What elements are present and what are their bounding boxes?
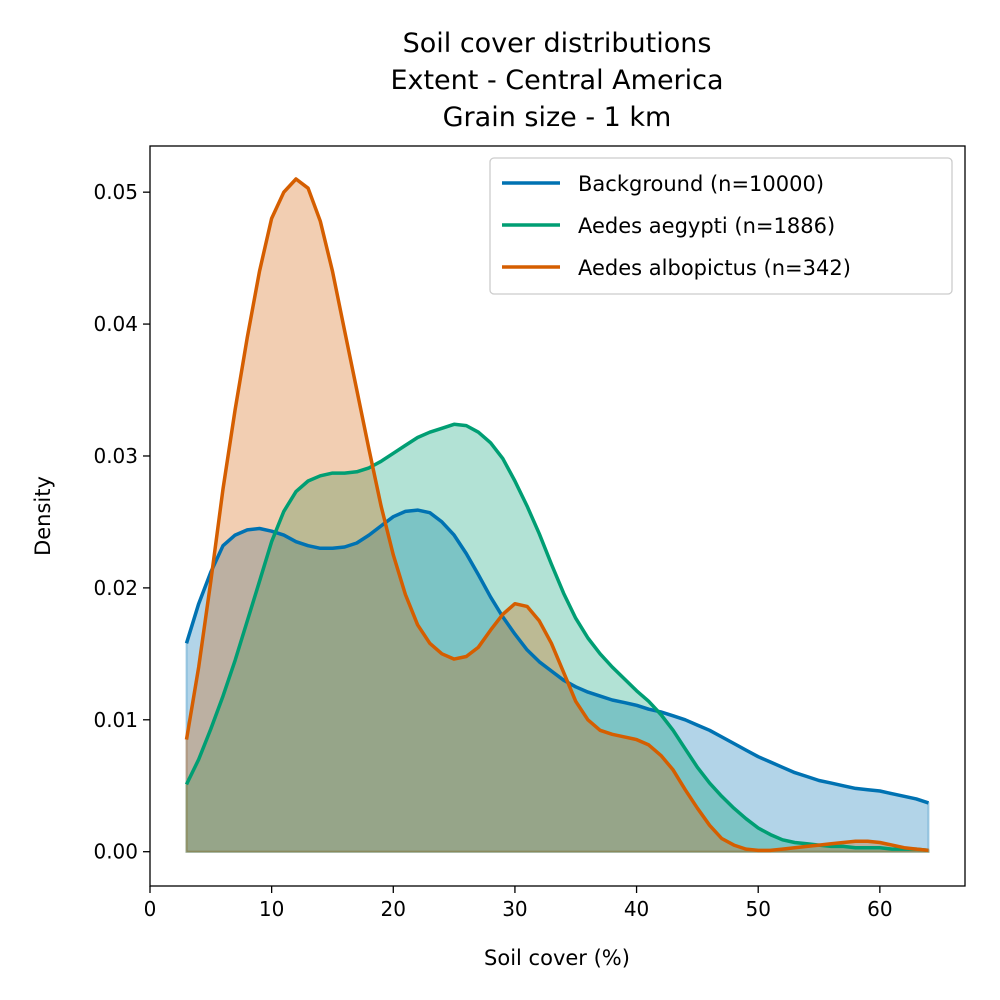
legend-label-albopictus: Aedes albopictus (n=342) [578, 256, 851, 280]
y-tick-label: 0.01 [93, 708, 138, 732]
x-tick-label: 40 [624, 897, 649, 921]
legend-label-background: Background (n=10000) [578, 172, 824, 196]
y-tick-label: 0.03 [93, 444, 138, 468]
title-line-1: Soil cover distributions [403, 28, 712, 59]
line-background [184, 508, 930, 805]
line-albopictus [184, 177, 929, 853]
legend: Background (n=10000) Aedes aegypti (n=18… [489, 157, 953, 295]
y-tick-label: 0.00 [93, 840, 138, 864]
title-line-2: Extent - Central America [390, 65, 723, 96]
legend-label-aegypti: Aedes aegypti (n=1886) [578, 214, 835, 238]
y-tick-label: 0.02 [93, 576, 138, 600]
x-axis-ticks: 0 10 20 30 40 50 60 [144, 886, 893, 921]
plot-frame [149, 145, 966, 887]
y-axis-label: Density [31, 476, 55, 556]
title-line-3: Grain size - 1 km [443, 102, 672, 133]
legend-box [489, 157, 953, 295]
x-tick-label: 60 [867, 897, 892, 921]
x-tick-label: 30 [502, 897, 527, 921]
y-tick-label: 0.04 [93, 312, 138, 336]
x-tick-label: 20 [381, 897, 406, 921]
x-tick-label: 10 [259, 897, 284, 921]
x-axis-label: Soil cover (%) [484, 946, 630, 970]
y-tick-label: 0.05 [93, 180, 138, 204]
y-axis-ticks: 0.00 0.01 0.02 0.03 0.04 0.05 [93, 180, 150, 864]
x-tick-label: 50 [745, 897, 770, 921]
chart-title: Soil cover distributions Extent - Centra… [390, 28, 723, 133]
series-lines [184, 177, 930, 853]
x-tick-label: 0 [144, 897, 157, 921]
line-aegypti [184, 422, 929, 853]
